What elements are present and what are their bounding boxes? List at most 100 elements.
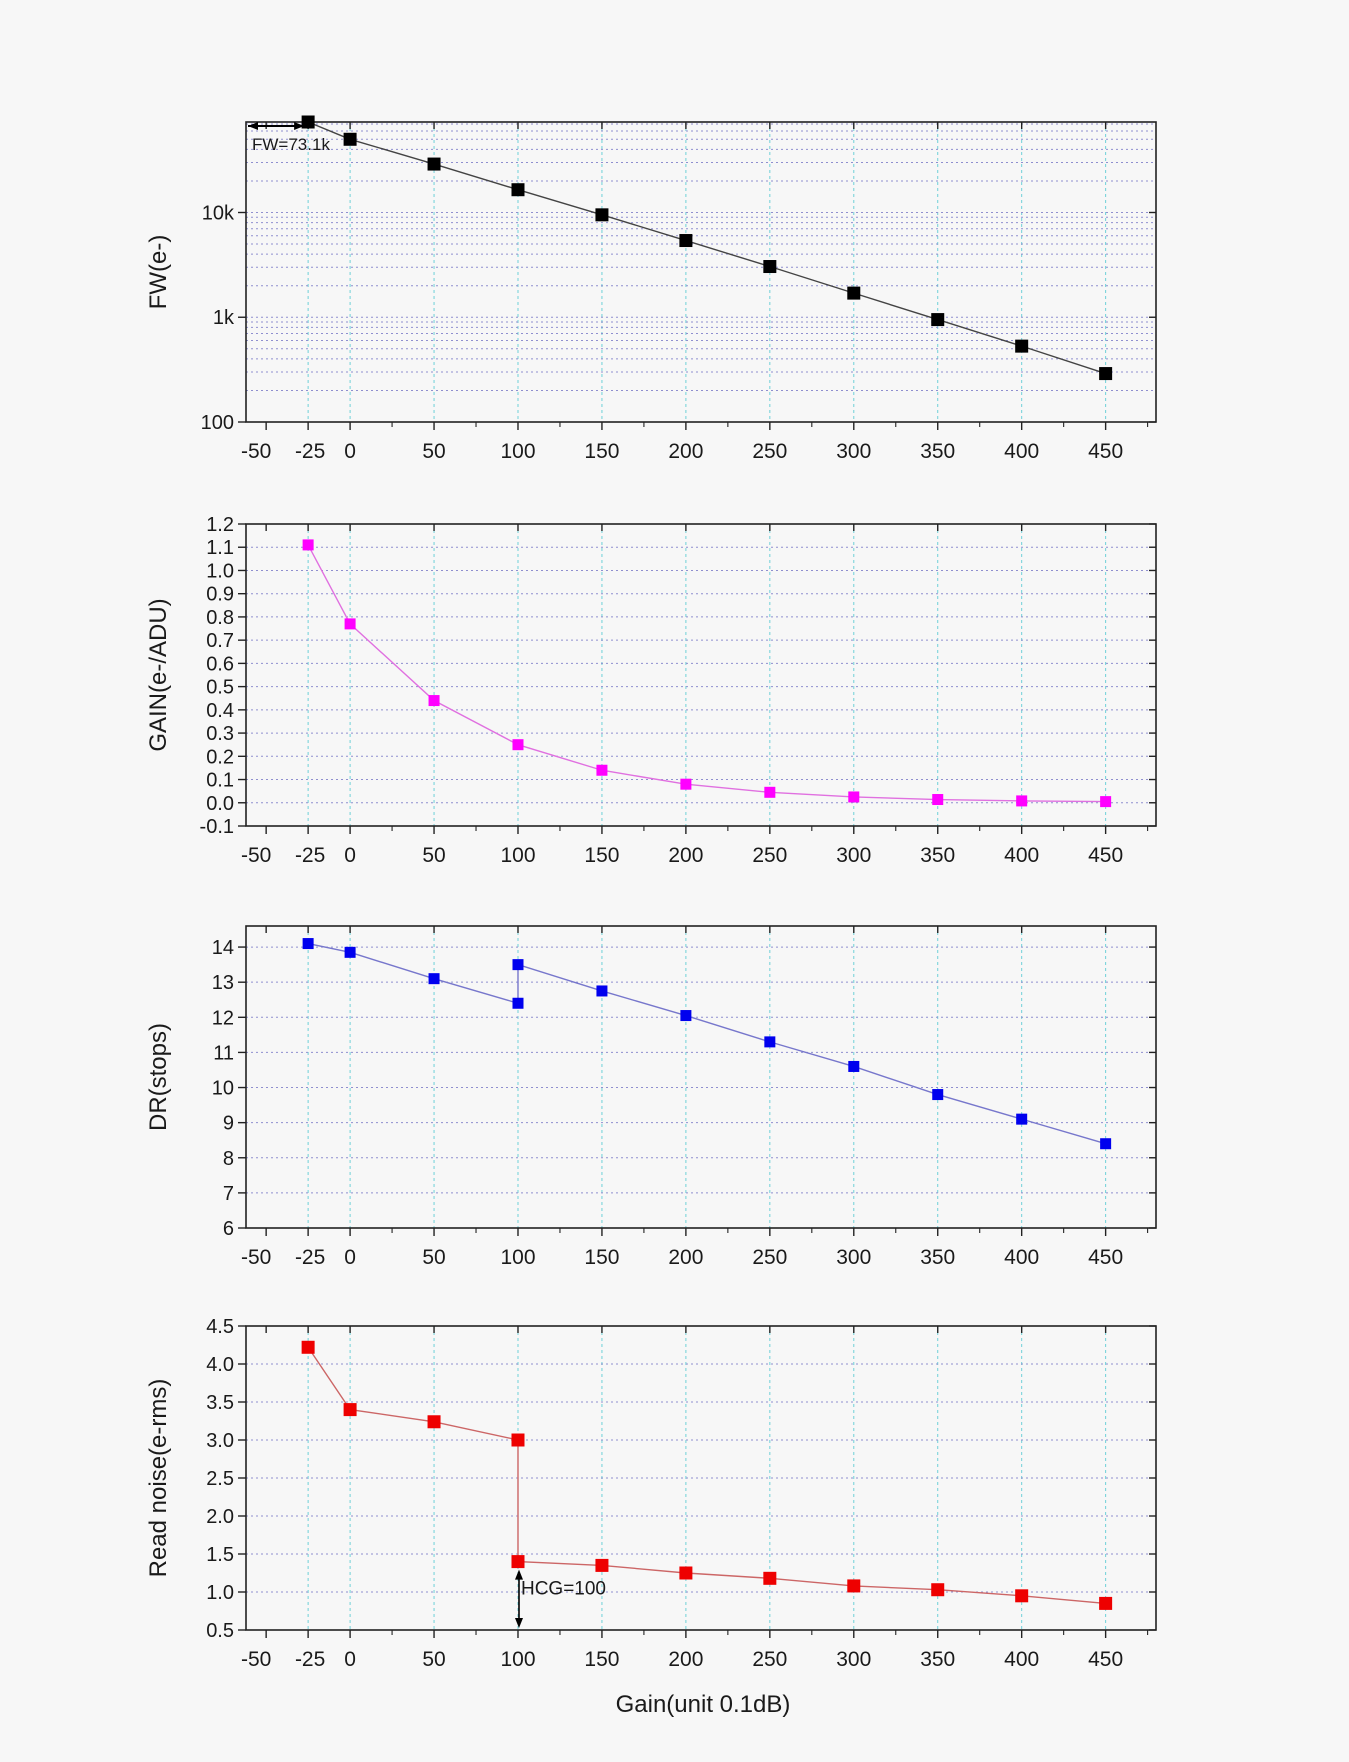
x-tick-label: 450 — [1088, 440, 1123, 463]
x-tick-label: -50 — [241, 844, 271, 867]
x-tick-label: -25 — [295, 1246, 325, 1269]
chart-panel-2: -50 -25 0 50 100 150 200 250 300 350 400 450 -0.10.0… — [145, 514, 1157, 867]
x-tick-label: 0 — [344, 440, 356, 463]
y-tick-label: 0.1 — [206, 770, 234, 792]
chart-panel-4: -50 -25 0 50 100 150 200 250 300 350 400 450 0.5 1.0 1… — [145, 1316, 1157, 1671]
y-tick-label: 0.8 — [206, 607, 234, 629]
y-tick-label: 0.5 — [206, 1620, 234, 1642]
y-tick-label: 1.0 — [206, 1582, 234, 1604]
x-tick-label: 50 — [422, 1246, 445, 1269]
data-point — [1015, 1589, 1029, 1603]
x-tick-label: 400 — [1004, 440, 1039, 463]
x-tick-label: 350 — [920, 844, 955, 867]
y-tick-label: 1.2 — [206, 514, 234, 536]
y-tick-label: 14 — [212, 937, 234, 959]
data-point — [428, 973, 440, 985]
x-tick-label: 200 — [668, 844, 703, 867]
data-point — [301, 115, 315, 129]
y-tick-label: 0.3 — [206, 723, 234, 745]
x-axis-title: Gain(unit 0.1dB) — [616, 1691, 791, 1718]
data-point — [848, 1060, 860, 1072]
x-tick-label: -50 — [241, 1246, 271, 1269]
y-tick-label: 0.5 — [206, 677, 234, 699]
x-tick-label: 150 — [584, 1648, 619, 1671]
data-point — [763, 1571, 777, 1585]
data-point — [680, 1010, 692, 1022]
y-tick-label: 3.5 — [206, 1392, 234, 1414]
data-point — [847, 1579, 861, 1593]
hcg-arrowhead-down — [514, 1618, 523, 1628]
data-point — [1100, 1138, 1112, 1150]
data-point — [679, 1566, 693, 1580]
x-tick-label: 150 — [584, 1246, 619, 1269]
y-tick-label: 9 — [223, 1113, 234, 1135]
series-line — [307, 1346, 1106, 1605]
fw-arrowhead-left — [248, 122, 258, 130]
data-point — [679, 234, 693, 248]
y-tick-label: 7 — [223, 1183, 234, 1205]
data-point — [301, 1340, 315, 1354]
x-tick-label: 200 — [668, 1246, 703, 1269]
y-tick-label: 1k — [213, 307, 235, 329]
y-tick-label: 11 — [213, 1042, 234, 1064]
y-axis-title: FW(e-) — [145, 235, 172, 310]
data-point — [302, 539, 314, 551]
x-tick-label: 250 — [752, 440, 787, 463]
y-tick-label: 4.0 — [206, 1354, 234, 1376]
data-point — [343, 132, 357, 146]
x-tick-label: -25 — [295, 844, 325, 867]
x-tick-label: 250 — [752, 844, 787, 867]
plot-frame — [245, 523, 1157, 827]
series-line — [307, 942, 1106, 1145]
hcg-arrowhead-up — [514, 1569, 523, 1580]
y-tick-label: -0.1 — [200, 816, 234, 838]
data-point — [595, 1558, 609, 1572]
data-point — [427, 157, 441, 171]
data-point — [764, 786, 776, 798]
y-tick-label: 0.9 — [206, 584, 234, 606]
data-point — [512, 997, 524, 1009]
x-tick-label: 100 — [500, 1246, 535, 1269]
y-tick-label: 10k — [202, 202, 235, 224]
x-tick-label: -50 — [241, 1648, 271, 1671]
data-point — [344, 618, 356, 630]
data-point — [1015, 339, 1029, 353]
y-tick-label: 12 — [212, 1007, 234, 1029]
data-point — [595, 208, 609, 222]
x-tick-label: -25 — [295, 440, 325, 463]
x-tick-label: 100 — [500, 844, 535, 867]
data-point — [511, 1555, 525, 1569]
data-point — [343, 1403, 357, 1417]
y-axis-title: GAIN(e-/ADU) — [145, 598, 172, 751]
x-tick-label: 350 — [920, 1246, 955, 1269]
data-point — [512, 959, 524, 971]
data-point — [1016, 795, 1028, 807]
x-tick-label: 350 — [920, 1648, 955, 1671]
data-point — [1099, 1596, 1113, 1610]
x-tick-label: 300 — [836, 1246, 871, 1269]
data-point — [511, 183, 525, 197]
x-tick-label: 50 — [422, 440, 445, 463]
x-tick-label: 400 — [1004, 1246, 1039, 1269]
hcg-annotation: HCG=100 — [521, 1578, 606, 1599]
data-point — [596, 764, 608, 776]
x-tick-label: 250 — [752, 1246, 787, 1269]
y-tick-label: 6 — [223, 1218, 234, 1240]
data-point — [932, 1089, 944, 1101]
y-tick-label: 3.0 — [206, 1430, 234, 1452]
y-tick-label: 1.0 — [206, 560, 234, 582]
data-point — [427, 1415, 441, 1429]
y-tick-label: 8 — [223, 1148, 234, 1170]
data-point — [512, 739, 524, 751]
data-point — [931, 1583, 945, 1597]
x-tick-label: 450 — [1088, 1246, 1123, 1269]
x-tick-label: 400 — [1004, 844, 1039, 867]
x-tick-label: 350 — [920, 440, 955, 463]
y-tick-label: 0.6 — [206, 653, 234, 675]
data-point — [931, 313, 945, 327]
x-tick-label: 200 — [668, 440, 703, 463]
x-tick-label: 50 — [422, 1648, 445, 1671]
data-point — [302, 938, 314, 950]
data-point — [511, 1433, 525, 1447]
